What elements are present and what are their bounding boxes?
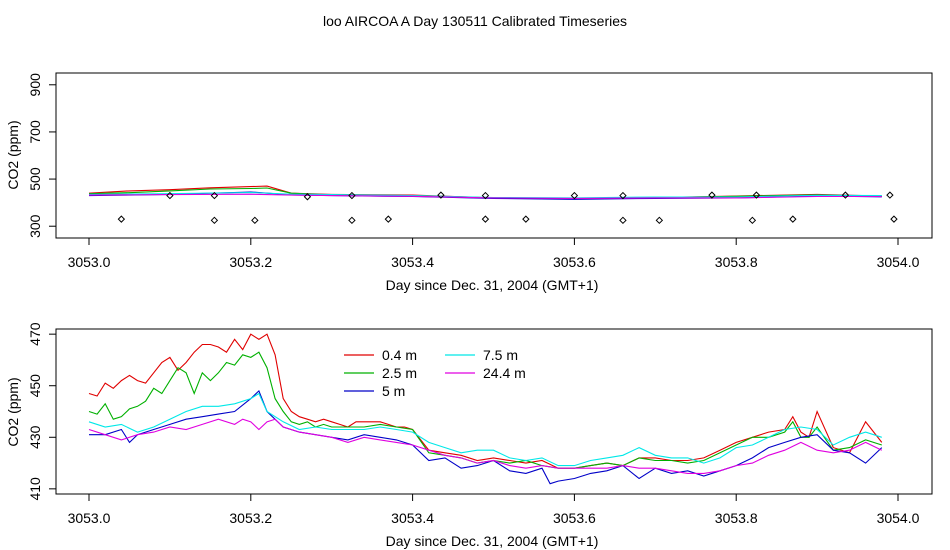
bottom-y-axis: 410 430 450 470 <box>27 322 56 501</box>
bottom-x-axis-label: Day since Dec. 31, 2004 (GMT+1) <box>386 533 599 549</box>
top-x-tick-label-3053-8: 3053.8 <box>715 254 758 270</box>
bottom-y-axis-label: CO2 (ppm) <box>5 377 21 446</box>
bottom-series-2-5-m <box>88 351 882 469</box>
top-x-axis-label: Day since Dec. 31, 2004 (GMT+1) <box>386 277 599 293</box>
top-y-tick-label-500: 500 <box>27 167 43 191</box>
top-y-axis: 300 500 700 900 <box>27 73 56 238</box>
bottom-series-0-4-m <box>88 333 883 469</box>
bottom-y-tick-label-430: 430 <box>27 425 43 449</box>
bottom-x-tick-label-3053-6: 3053.6 <box>553 510 596 526</box>
top-ref-point-9 <box>748 216 757 225</box>
bottom-y-tick-label-470: 470 <box>27 322 43 346</box>
top-ref-high-point-2 <box>303 193 312 201</box>
bottom-y-tick-label-410: 410 <box>27 477 43 501</box>
top-x-tick-label-3053-6: 3053.6 <box>553 254 596 270</box>
top-ref-high-point-6 <box>570 191 579 200</box>
bottom-x-axis: 3053.0 3053.2 3053.4 3053.6 3053.8 3054.0 <box>68 493 920 526</box>
top-x-tick-label-3053-2: 3053.2 <box>229 254 272 270</box>
top-series-24-4-m <box>88 193 882 199</box>
top-y-tick-label-700: 700 <box>27 120 43 144</box>
legend-label-0-4m: 0.4 m <box>382 347 417 363</box>
bottom-series-5-m <box>89 389 883 485</box>
top-ref-point-2 <box>251 216 259 225</box>
top-plot-frame <box>55 72 933 239</box>
top-ref-point-1 <box>210 216 219 225</box>
top-ref-point-11 <box>890 215 898 223</box>
top-ref-high-point-3 <box>348 191 356 200</box>
top-panel: 3053.0 3053.2 3053.4 3053.6 3053.8 3054.0 300… <box>5 72 933 293</box>
top-ref-high-point-0 <box>166 191 174 200</box>
legend: 0.4 m 2.5 m 5 m 7.5 m 24.4 m <box>344 347 526 399</box>
bottom-series-group <box>88 333 883 485</box>
bottom-y-tick-label-450: 450 <box>27 374 43 398</box>
top-ref-point-7 <box>619 216 627 225</box>
legend-label-2-5m: 2.5 m <box>382 365 417 381</box>
bottom-x-tick-label-3053-2: 3053.2 <box>229 510 272 526</box>
top-ref-point-5 <box>481 215 490 223</box>
top-ref-point-6 <box>522 215 530 223</box>
top-ref-point-3 <box>348 216 356 225</box>
top-x-tick-label-3054-0: 3054.0 <box>877 254 920 270</box>
top-y-tick-label-300: 300 <box>27 214 43 238</box>
top-ref-point-8 <box>655 216 664 225</box>
top-ref-point-0 <box>117 215 126 223</box>
bottom-series-24-4-m <box>88 418 883 474</box>
top-ref-point-10 <box>789 215 797 223</box>
legend-label-24-4m: 24.4 m <box>483 365 526 381</box>
bottom-x-tick-label-3053-4: 3053.4 <box>391 510 434 526</box>
figure-title: loo AIRCOA A Day 130511 Calibrated Times… <box>323 13 627 29</box>
top-ref-high-point-4 <box>437 191 445 199</box>
top-ref-high-point-11 <box>886 191 894 199</box>
top-ref-high-point-9 <box>752 191 761 199</box>
top-ref-high-point-5 <box>481 191 490 200</box>
legend-label-5m: 5 m <box>382 383 405 399</box>
top-ref-high-point-10 <box>841 191 850 199</box>
bottom-panel: 3053.0 3053.2 3053.4 3053.6 3053.8 3054.0 410… <box>5 322 933 549</box>
bottom-x-tick-label-3054-0: 3054.0 <box>877 510 920 526</box>
legend-label-7-5m: 7.5 m <box>483 347 518 363</box>
top-series-group <box>88 185 898 225</box>
top-ref-high-point-1 <box>210 191 219 200</box>
top-ref-point-4 <box>384 215 393 223</box>
top-y-axis-label: CO2 (ppm) <box>5 120 21 189</box>
top-ref-high-point-8 <box>708 191 716 199</box>
top-y-tick-label-900: 900 <box>27 73 43 97</box>
bottom-series-7-5-m <box>88 392 882 467</box>
top-x-axis: 3053.0 3053.2 3053.4 3053.6 3053.8 3054.0 <box>68 237 920 270</box>
top-x-tick-label-3053-0: 3053.0 <box>68 254 111 270</box>
top-x-tick-label-3053-4: 3053.4 <box>391 254 434 270</box>
bottom-x-tick-label-3053-8: 3053.8 <box>715 510 758 526</box>
bottom-x-tick-label-3053-0: 3053.0 <box>68 510 111 526</box>
top-ref-high-point-7 <box>619 191 627 200</box>
